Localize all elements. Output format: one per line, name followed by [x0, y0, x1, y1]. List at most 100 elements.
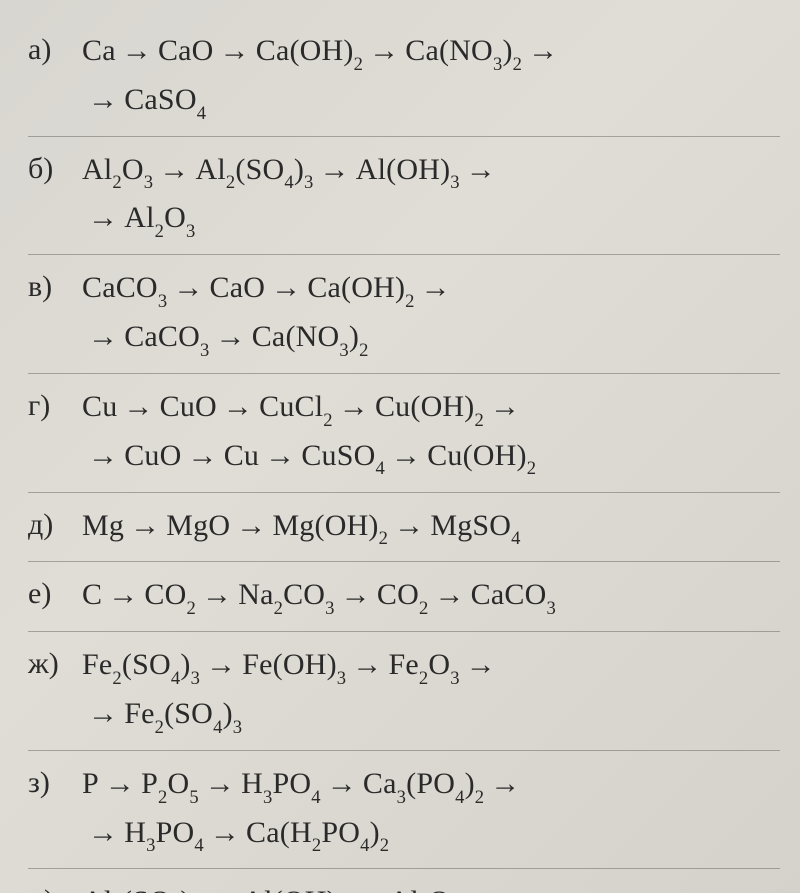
formula: Fe(OH)3: [242, 648, 346, 681]
arrow-icon: →: [528, 28, 558, 75]
arrow-icon: →: [88, 314, 118, 361]
formula: C: [82, 578, 102, 611]
formula: Al2O3: [388, 885, 459, 893]
arrow-icon: →: [88, 810, 118, 857]
exercise-row: и)Al2(SO4)3→Al(OH)3→Al2O3→→AlCl3→Al(OH)3…: [28, 869, 780, 893]
row-label: б): [28, 147, 82, 190]
arrow-icon: →: [352, 879, 382, 893]
arrow-icon: →: [173, 265, 203, 312]
arrow-icon: →: [159, 147, 189, 194]
row-label: е): [28, 572, 82, 615]
formula: Ca(NO3)2: [405, 34, 522, 67]
formula: H3PO4: [241, 767, 321, 800]
exercise-row: а)Ca→CaO→Ca(OH)2→Ca(NO3)2→→CaSO4: [28, 18, 780, 137]
arrow-icon: →: [130, 503, 160, 550]
formula: Ca(OH)2: [307, 271, 414, 304]
arrow-icon: →: [216, 314, 246, 361]
arrow-icon: →: [223, 384, 253, 431]
formula: H3PO4: [124, 816, 204, 849]
formula: Fe2(SO4)3: [124, 697, 242, 730]
arrow-icon: →: [490, 384, 520, 431]
formula: CuO: [160, 390, 217, 423]
arrow-icon: →: [88, 195, 118, 242]
arrow-icon: →: [341, 572, 371, 619]
arrow-icon: →: [236, 503, 266, 550]
arrow-icon: →: [339, 384, 369, 431]
row-content: Al2O3→Al2(SO4)3→Al(OH)3→→Al2O3: [82, 147, 780, 245]
row-label: г): [28, 384, 82, 427]
row-label: ж): [28, 642, 82, 685]
arrow-icon: →: [466, 642, 496, 689]
arrow-icon: →: [391, 433, 421, 480]
row-content: Al2(SO4)3→Al(OH)3→Al2O3→→AlCl3→Al(OH)3→A…: [82, 879, 780, 893]
arrow-icon: →: [352, 642, 382, 689]
formula: CaSO4: [124, 83, 206, 116]
arrow-icon: →: [369, 28, 399, 75]
arrow-icon: →: [466, 879, 496, 893]
formula: Cu: [82, 390, 117, 423]
row-label: з): [28, 761, 82, 804]
arrow-icon: →: [265, 433, 295, 480]
arrow-icon: →: [205, 761, 235, 808]
row-content: Cu→CuO→CuCl2→Cu(OH)2→→CuO→Cu→CuSO4→Cu(OH…: [82, 384, 780, 482]
arrow-icon: →: [206, 642, 236, 689]
formula: MgSO4: [430, 509, 520, 542]
formula: Al2O3: [124, 201, 195, 234]
formula: Ca3(PO4)2: [363, 767, 484, 800]
formula: Al2(SO4)3: [195, 153, 313, 186]
formula: CO2: [144, 578, 196, 611]
formula: CaO: [158, 34, 214, 67]
formula: Na2CO3: [238, 578, 334, 611]
formula: CaCO3: [124, 320, 209, 353]
formula: CaO: [210, 271, 266, 304]
row-content: C→CO2→Na2CO3→CO2→CaCO3: [82, 572, 780, 621]
exercise-row: ж)Fe2(SO4)3→Fe(OH)3→Fe2O3→→Fe2(SO4)3: [28, 632, 780, 751]
row-content: Mg→MgO→Mg(OH)2→MgSO4: [82, 503, 780, 552]
formula: CuO: [124, 439, 181, 472]
exercise-list: а)Ca→CaO→Ca(OH)2→Ca(NO3)2→→CaSO4б)Al2O3→…: [28, 18, 780, 893]
formula: Al(OH)3: [356, 153, 460, 186]
arrow-icon: →: [320, 147, 350, 194]
row-label: в): [28, 265, 82, 308]
arrow-icon: →: [88, 433, 118, 480]
arrow-icon: →: [202, 572, 232, 619]
arrow-icon: →: [88, 691, 118, 738]
arrow-icon: →: [271, 265, 301, 312]
arrow-icon: →: [394, 503, 424, 550]
formula: Ca(NO3)2: [252, 320, 369, 353]
formula: Cu(OH)2: [375, 390, 484, 423]
exercise-row: г)Cu→CuO→CuCl2→Cu(OH)2→→CuO→Cu→CuSO4→Cu(…: [28, 374, 780, 493]
formula: Al(OH)3: [242, 885, 346, 893]
arrow-icon: →: [220, 28, 250, 75]
row-content: CaCO3→CaO→Ca(OH)2→→CaCO3→Ca(NO3)2: [82, 265, 780, 363]
exercise-row: в)CaCO3→CaO→Ca(OH)2→→CaCO3→Ca(NO3)2: [28, 255, 780, 374]
formula: Fe2O3: [388, 648, 459, 681]
row-content: Fe2(SO4)3→Fe(OH)3→Fe2O3→→Fe2(SO4)3: [82, 642, 780, 740]
arrow-icon: →: [327, 761, 357, 808]
formula: Al2O3: [82, 153, 153, 186]
formula: P2O5: [141, 767, 199, 800]
arrow-icon: →: [187, 433, 217, 480]
formula: Ca(H2PO4)2: [246, 816, 389, 849]
exercise-row: б)Al2O3→Al2(SO4)3→Al(OH)3→→Al2O3: [28, 137, 780, 256]
arrow-icon: →: [434, 572, 464, 619]
formula: CuCl2: [259, 390, 333, 423]
arrow-icon: →: [105, 761, 135, 808]
formula: Cu: [224, 439, 259, 472]
arrow-icon: →: [421, 265, 451, 312]
formula: P: [82, 767, 99, 800]
exercise-row: д)Mg→MgO→Mg(OH)2→MgSO4: [28, 493, 780, 563]
formula: Al2(SO4)3: [82, 885, 200, 893]
formula: Ca: [82, 34, 116, 67]
exercise-row: е)C→CO2→Na2CO3→CO2→CaCO3: [28, 562, 780, 632]
arrow-icon: →: [490, 761, 520, 808]
row-content: Ca→CaO→Ca(OH)2→Ca(NO3)2→→CaSO4: [82, 28, 780, 126]
formula: Fe2(SO4)3: [82, 648, 200, 681]
formula: Ca(OH)2: [256, 34, 363, 67]
row-content: P→P2O5→H3PO4→Ca3(PO4)2→→H3PO4→Ca(H2PO4)2: [82, 761, 780, 859]
formula: Cu(OH)2: [427, 439, 536, 472]
arrow-icon: →: [466, 147, 496, 194]
formula: Mg(OH)2: [272, 509, 388, 542]
arrow-icon: →: [88, 77, 118, 124]
exercise-row: з)P→P2O5→H3PO4→Ca3(PO4)2→→H3PO4→Ca(H2PO4…: [28, 751, 780, 870]
